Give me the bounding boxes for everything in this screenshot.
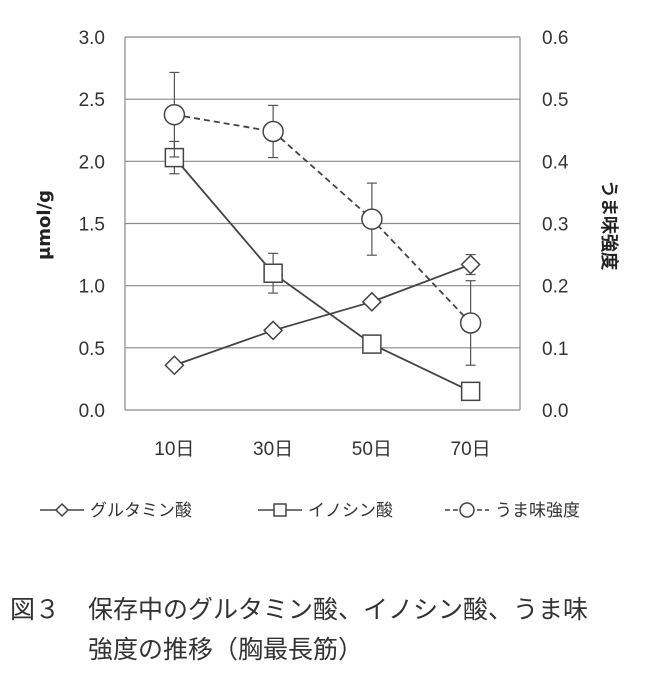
caption-line-1: 図３ 保存中のグルタミン酸、イノシン酸、うま味 [10,590,640,630]
left-axis-ticks: 0.0 0.5 1.0 1.5 2.0 2.5 3.0 [79,28,105,422]
data-point [262,120,284,143]
x-tick-label: 70日 [451,439,491,460]
right-tick-label: 0.4 [542,152,569,173]
data-point [460,381,481,402]
series-2 [164,140,481,402]
right-tick-label: 0.6 [542,28,568,49]
left-tick-label: 2.0 [79,152,105,173]
right-tick-label: 0.3 [542,215,568,236]
series-layer [163,71,482,402]
legend-label: グルタミン酸 [90,501,192,521]
right-tick-label: 0.0 [542,401,568,422]
x-tick-label: 30日 [253,439,293,460]
data-point [459,312,482,334]
x-tick-label: 10日 [154,439,194,460]
legend-item: グルタミン酸 [40,501,192,521]
left-tick-label: 3.0 [79,28,105,49]
data-point [163,103,186,126]
left-tick-label: 0.5 [79,339,105,360]
right-tick-label: 0.1 [542,339,568,360]
legend: グルタミン酸 イノシン酸 うま味強度 [40,501,580,521]
legend-label: うま味強度 [495,501,580,521]
data-point [263,263,283,283]
legend-label: イノシン酸 [308,501,393,521]
legend-item: うま味強度 [445,501,580,521]
series-1 [164,253,481,376]
x-axis-ticks: 10日 30日 50日 70日 [154,439,490,460]
data-point [362,334,382,354]
right-axis-title: うま味強度 [598,180,620,271]
grid-lines [125,36,520,349]
caption-text-1: 保存中のグルタミン酸、イノシン酸、うま味 [88,595,589,624]
right-tick-label: 0.2 [542,277,568,298]
data-point [361,291,382,312]
data-point [460,254,481,275]
series-line [174,263,471,367]
caption-label: 図３ [10,595,61,624]
series-line [174,113,472,324]
legend-item: イノシン酸 [258,501,393,521]
plot-frame [124,37,521,411]
right-axis-ticks: 0.0 0.1 0.2 0.3 0.4 0.5 0.6 [542,28,569,422]
data-point [263,320,284,341]
legend-marker [273,503,287,517]
chart: 0.0 0.5 1.0 1.5 2.0 2.5 3.0 0.0 0.1 0.2 0.3 0.4 0.5… [34,28,620,521]
data-point [164,355,185,376]
series-3 [163,71,482,366]
legend-marker [459,502,475,518]
left-axis-title: μmol/g [34,190,55,260]
right-tick-label: 0.5 [542,90,568,111]
caption-line-2: 強度の推移（胸最長筋） [88,635,364,664]
data-point [361,208,383,230]
x-tick-label: 50日 [352,439,392,460]
left-tick-label: 1.0 [79,277,105,298]
series-line [173,157,472,393]
figure-caption: 図３ 保存中のグルタミン酸、イノシン酸、うま味 強度の推移（胸最長筋） [10,590,640,670]
left-tick-label: 0.0 [79,401,105,422]
legend-marker [54,502,70,518]
left-tick-label: 2.5 [79,90,105,111]
left-tick-label: 1.5 [79,215,105,236]
